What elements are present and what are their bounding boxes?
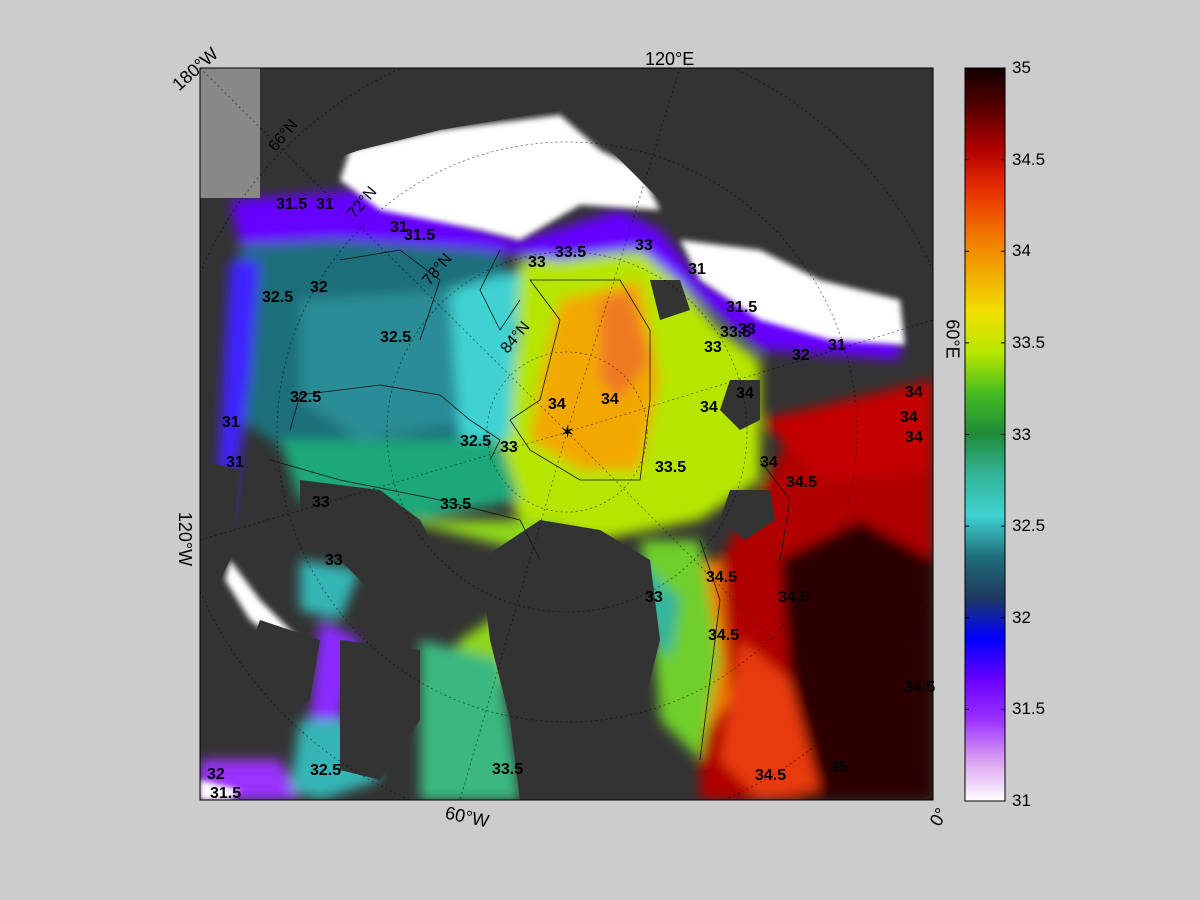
land-masses bbox=[200, 68, 933, 800]
contour-label: 31 bbox=[688, 261, 706, 278]
contour-label: 32 bbox=[207, 766, 225, 783]
contour-label: 31.5 bbox=[404, 227, 436, 244]
contour-label: 31 bbox=[222, 414, 240, 431]
contour-label: 31 bbox=[226, 454, 244, 471]
contour-label: 33.5 bbox=[655, 459, 687, 476]
colorbar-tick-label: 32 bbox=[1012, 607, 1031, 627]
contour-label: 31 bbox=[390, 219, 408, 236]
contour-label: 33.5 bbox=[492, 761, 524, 778]
contour-label: 35 bbox=[830, 759, 848, 776]
contour-label: 34 bbox=[601, 391, 619, 408]
contour-label: 34.5 bbox=[708, 627, 740, 644]
contour-label: 33 bbox=[738, 321, 756, 338]
contour-label: 33 bbox=[704, 339, 722, 356]
contour-label: 34.5 bbox=[706, 569, 738, 586]
contour-label: 31 bbox=[316, 196, 334, 213]
colorbar-tick-label: 33 bbox=[1012, 424, 1031, 444]
contour-label: 32.5 bbox=[290, 389, 322, 406]
contour-label: 33 bbox=[528, 254, 546, 271]
north-pole-marker: ✶ bbox=[560, 422, 575, 442]
contour-label: 34.5 bbox=[904, 679, 936, 696]
colorbar-tick-label: 31 bbox=[1012, 791, 1031, 810]
graticule bbox=[200, 68, 933, 800]
colorbar-tick-label: 34 bbox=[1012, 241, 1031, 261]
contour-label: 34 bbox=[900, 409, 918, 426]
contour-label: 34 bbox=[905, 429, 923, 446]
contour-label: 34 bbox=[905, 384, 923, 401]
contour-label: 33 bbox=[645, 589, 663, 606]
contour-label: 34 bbox=[700, 399, 718, 416]
contour-label: 32 bbox=[310, 279, 328, 296]
contour-label: 32.5 bbox=[460, 433, 492, 450]
contour-label: 31.5 bbox=[210, 785, 242, 802]
map-border bbox=[199, 67, 934, 801]
contour-label: 32.5 bbox=[262, 289, 294, 306]
contour-label: 34 bbox=[760, 454, 778, 471]
colorbar-tick-label: 35 bbox=[1012, 58, 1031, 77]
contour-label: 32.5 bbox=[380, 329, 412, 346]
contour-label: 33.5 bbox=[555, 244, 587, 261]
siberia-gray-patch bbox=[200, 68, 260, 198]
contour-label: 32.5 bbox=[310, 762, 342, 779]
contour-lines bbox=[269, 249, 791, 761]
contour-label: 33.5 bbox=[720, 324, 752, 341]
meridian-label-120e: 120°E bbox=[645, 49, 695, 69]
contour-label: 34.5 bbox=[778, 589, 810, 606]
contour-label: 31.5 bbox=[726, 299, 758, 316]
colorbar-tick-label: 33.5 bbox=[1012, 332, 1046, 352]
contour-label: 33.5 bbox=[440, 496, 472, 513]
meridian-label-60e: 60°E bbox=[942, 319, 963, 359]
colorbar-tick-label: 32.5 bbox=[1012, 516, 1046, 536]
map-frame-content: ✶ bbox=[200, 68, 933, 800]
contour-label: 33 bbox=[500, 439, 518, 456]
salinity-field bbox=[200, 190, 933, 800]
colorbar-tick-label: 31.5 bbox=[1012, 699, 1046, 719]
contour-label: 33 bbox=[325, 552, 343, 569]
contour-label: 31 bbox=[828, 337, 846, 354]
contour-label: 34.5 bbox=[786, 474, 818, 491]
colorbar-tick-marks bbox=[965, 67, 1005, 802]
colorbar-tick-label: 34.5 bbox=[1012, 149, 1046, 169]
contour-label: 33 bbox=[312, 494, 330, 511]
contour-label: 34.5 bbox=[755, 767, 787, 784]
meridian-label-120w: 120°W bbox=[175, 511, 196, 567]
contour-label: 34 bbox=[736, 385, 754, 402]
contour-label: 33 bbox=[635, 237, 653, 254]
colorbar bbox=[965, 68, 1005, 801]
contour-label: 31.5 bbox=[276, 196, 308, 213]
contour-label: 34 bbox=[548, 396, 566, 413]
contour-label: 32 bbox=[792, 347, 810, 364]
